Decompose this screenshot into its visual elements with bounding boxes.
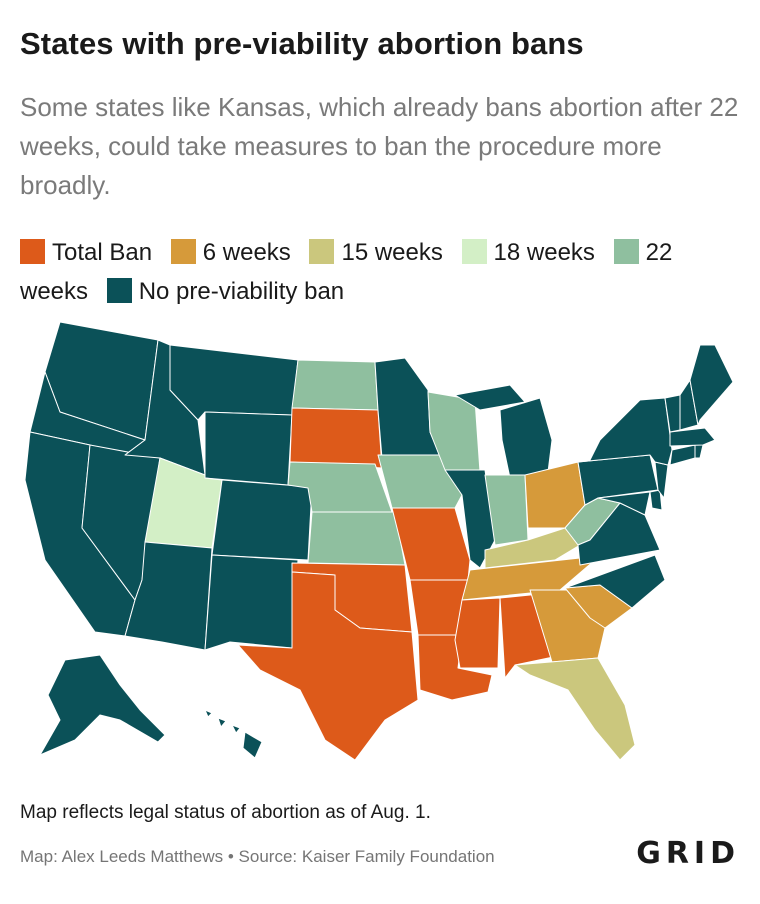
map-note: Map reflects legal status of abortion as… xyxy=(20,802,431,823)
state-tennessee xyxy=(461,557,596,601)
state-wyoming xyxy=(204,411,293,486)
state-illinois xyxy=(444,469,496,569)
chart-subtitle: Some states like Kansas, which already b… xyxy=(20,92,739,200)
state-mississippi xyxy=(454,597,501,669)
legend-label-6-weeks: 6 weeks xyxy=(202,239,291,266)
legend-label-22-weeks: 22 weeks xyxy=(20,239,673,305)
legend-swatch-6-weeks xyxy=(170,239,196,264)
legend-swatch-22-weeks xyxy=(613,239,639,264)
state-new-mexico xyxy=(204,554,299,651)
legend-item-18-weeks: 18 weeks xyxy=(461,239,595,266)
state-hawaii xyxy=(204,709,263,759)
state-north-carolina xyxy=(564,554,666,609)
legend-swatch-no-ban xyxy=(106,278,132,303)
state-maine xyxy=(689,344,734,426)
state-delaware xyxy=(649,489,663,511)
legend: Total Ban 6 weeks 15 weeks 18 weeks 22 w… xyxy=(20,233,742,311)
legend-item-6-weeks: 6 weeks xyxy=(170,239,291,266)
state-massachusetts xyxy=(669,427,716,447)
legend-swatch-15-weeks xyxy=(309,239,335,264)
state-new-york xyxy=(577,397,673,466)
legend-item-15-weeks: 15 weeks xyxy=(309,239,443,266)
legend-item-no-ban: No pre-viability ban xyxy=(106,278,345,305)
state-rhode-island xyxy=(694,444,704,459)
state-florida xyxy=(514,657,636,761)
us-state-map xyxy=(24,321,734,761)
state-montana xyxy=(169,344,299,421)
legend-item-total-ban: Total Ban xyxy=(20,239,152,266)
state-alaska xyxy=(39,654,166,756)
state-north-dakota xyxy=(291,359,379,411)
legend-label-total-ban: Total Ban xyxy=(52,239,153,266)
legend-swatch-18-weeks xyxy=(461,239,487,264)
legend-label-no-ban: No pre-viability ban xyxy=(138,278,345,305)
chart-title: States with pre-viability abortion bans xyxy=(20,26,584,61)
state-south-dakota xyxy=(289,407,383,469)
legend-label-15-weeks: 15 weeks xyxy=(341,239,443,266)
grid-logo: GRID xyxy=(636,836,740,871)
legend-label-18-weeks: 18 weeks xyxy=(493,239,595,266)
state-missouri xyxy=(391,507,471,581)
state-connecticut xyxy=(669,444,696,466)
state-maryland xyxy=(597,491,651,516)
state-kansas xyxy=(307,511,406,566)
legend-item-22-weeks: 22 weeks xyxy=(20,239,672,305)
map-credit: Map: Alex Leeds Matthews • Source: Kaise… xyxy=(20,847,495,866)
state-colorado xyxy=(211,479,313,561)
state-iowa xyxy=(377,454,463,509)
legend-swatch-total-ban xyxy=(20,239,45,264)
state-texas xyxy=(237,571,419,761)
